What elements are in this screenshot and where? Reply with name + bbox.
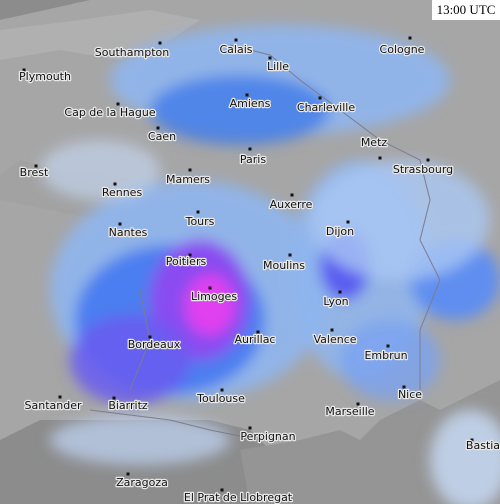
city-dot xyxy=(330,328,334,332)
city-dot xyxy=(156,126,160,130)
city-label: Aurillac xyxy=(235,333,276,346)
city-label: Auxerre xyxy=(270,198,313,211)
city-label: Limoges xyxy=(191,290,237,303)
city-dot xyxy=(188,168,192,172)
city-dot xyxy=(58,395,62,399)
city-label: Lyon xyxy=(323,295,348,308)
city-dot xyxy=(346,220,350,224)
city-label: Metz xyxy=(361,136,388,149)
city-dot xyxy=(22,68,26,72)
city-labels: Southampton Plymouth Calais Lille Cologne Cap… xyxy=(18,36,500,504)
city-label: Mamers xyxy=(166,173,210,186)
city-label: Toulouse xyxy=(196,392,245,405)
timestamp: 13:00 UTC xyxy=(437,2,496,17)
city-dot xyxy=(220,388,224,392)
city-dot xyxy=(256,330,260,334)
city-dot xyxy=(426,158,430,162)
city-label: Cologne xyxy=(380,43,425,56)
city-label: Marseille xyxy=(325,405,374,418)
timestamp-box xyxy=(432,0,500,20)
city-label: Plymouth xyxy=(19,70,71,83)
city-label: Zaragoza xyxy=(116,476,168,489)
city-label: Charleville xyxy=(297,101,355,114)
city-dot xyxy=(248,147,252,151)
city-dot xyxy=(402,385,406,389)
city-dot xyxy=(116,102,120,106)
city-dot xyxy=(126,472,130,476)
city-dot xyxy=(268,56,272,60)
city-dot xyxy=(245,93,249,97)
city-label: Biarritz xyxy=(108,399,148,412)
city-dot xyxy=(118,222,122,226)
city-dot xyxy=(148,335,152,339)
city-dot xyxy=(112,396,116,400)
city-label: Nice xyxy=(398,388,422,401)
city-label: Paris xyxy=(240,153,266,166)
city-label: Rennes xyxy=(102,186,143,199)
city-label: Lille xyxy=(267,60,289,73)
city-dot xyxy=(386,344,390,348)
city-label: Caen xyxy=(148,130,176,143)
city-label: El Prat de Llobregat xyxy=(184,491,293,504)
city-label: Amiens xyxy=(230,97,271,110)
city-dot xyxy=(288,253,292,257)
city-dot xyxy=(248,426,252,430)
city-label: Brest xyxy=(20,166,49,179)
city-label: Poitiers xyxy=(166,255,207,268)
city-dot xyxy=(34,164,38,168)
city-dot xyxy=(196,210,200,214)
city-label: Tours xyxy=(185,215,215,228)
city-dot xyxy=(208,286,212,290)
city-dot xyxy=(318,96,322,100)
city-label: Strasbourg xyxy=(393,163,453,176)
city-label: Santander xyxy=(25,399,82,412)
city-dot xyxy=(378,156,382,160)
city-dot xyxy=(356,402,360,406)
city-dot xyxy=(158,41,162,45)
city-label: Valence xyxy=(313,333,356,346)
city-label: Embrun xyxy=(364,349,407,362)
city-dot xyxy=(113,182,117,186)
city-dot xyxy=(338,290,342,294)
city-dot xyxy=(290,193,294,197)
city-label: Dijon xyxy=(326,225,354,238)
city-dot xyxy=(470,438,474,442)
city-label: Bastia xyxy=(466,439,500,452)
borders xyxy=(89,44,441,441)
city-label: Southampton xyxy=(95,46,169,59)
city-dot xyxy=(188,253,192,257)
city-label: Moulins xyxy=(263,259,305,272)
city-label: Cap de la Hague xyxy=(64,106,155,119)
city-label: Calais xyxy=(219,43,252,56)
city-label: Nantes xyxy=(109,226,148,239)
city-label: Perpignan xyxy=(240,430,295,443)
city-label: Bordeaux xyxy=(128,338,181,351)
city-dot xyxy=(408,36,412,40)
radar-echoes xyxy=(40,25,500,504)
city-dot xyxy=(220,488,224,492)
city-dot xyxy=(234,38,238,42)
